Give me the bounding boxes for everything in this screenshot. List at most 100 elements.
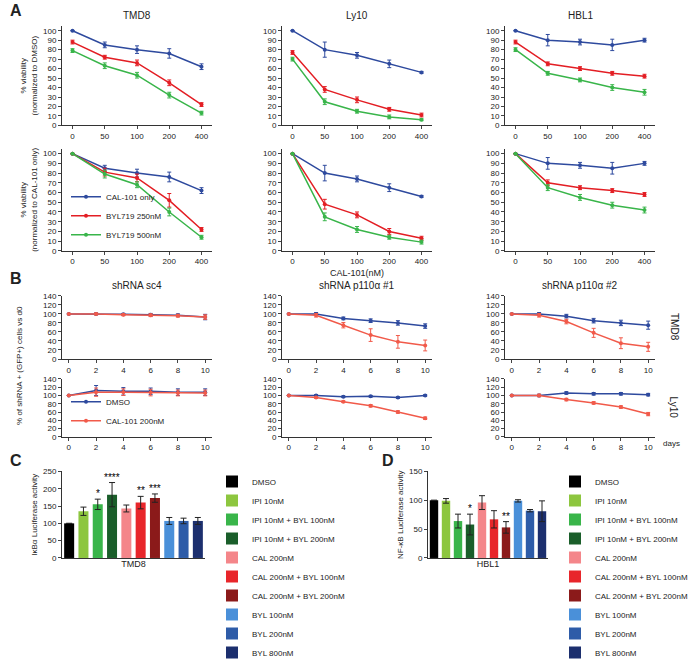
svg-text:60: 60 — [490, 328, 499, 337]
svg-text:0: 0 — [272, 247, 277, 256]
svg-text:50: 50 — [490, 198, 499, 207]
svg-text:0: 0 — [272, 121, 277, 130]
svg-text:10: 10 — [47, 112, 56, 121]
svg-text:70: 70 — [490, 55, 499, 64]
svg-text:120: 120 — [43, 301, 57, 310]
svg-text:IPI 10nM: IPI 10nM — [595, 497, 627, 506]
svg-text:200: 200 — [163, 132, 177, 141]
svg-text:20: 20 — [490, 227, 499, 236]
svg-text:100: 100 — [486, 149, 500, 158]
svg-text:8: 8 — [619, 366, 624, 375]
svg-text:CAL 200nM + BYL 100nM: CAL 200nM + BYL 100nM — [252, 573, 345, 582]
svg-text:80: 80 — [490, 45, 499, 54]
svg-text:80: 80 — [267, 319, 276, 328]
svg-text:80: 80 — [47, 45, 56, 54]
svg-text:20: 20 — [490, 346, 499, 355]
svg-text:10: 10 — [421, 366, 430, 375]
svg-text:200: 200 — [43, 485, 57, 494]
svg-text:100: 100 — [43, 149, 57, 158]
svg-text:BYL 200nM: BYL 200nM — [252, 630, 294, 639]
svg-text:days: days — [663, 439, 680, 448]
svg-text:0: 0 — [52, 247, 57, 256]
svg-text:140: 140 — [43, 292, 57, 301]
svg-text:80: 80 — [490, 169, 499, 178]
svg-text:A: A — [10, 2, 22, 19]
svg-text:200: 200 — [606, 257, 620, 266]
svg-text:120: 120 — [263, 383, 277, 392]
svg-text:400: 400 — [195, 257, 209, 266]
svg-text:400: 400 — [195, 132, 209, 141]
svg-text:120: 120 — [43, 383, 57, 392]
svg-text:40: 40 — [267, 83, 276, 92]
svg-text:70: 70 — [267, 55, 276, 64]
svg-text:100: 100 — [486, 26, 500, 35]
svg-text:40: 40 — [47, 416, 56, 425]
svg-text:D: D — [382, 452, 394, 469]
svg-text:80: 80 — [47, 169, 56, 178]
svg-text:60: 60 — [47, 64, 56, 73]
svg-text:4: 4 — [564, 443, 569, 452]
svg-text:6: 6 — [368, 366, 373, 375]
svg-text:BYL 100nM: BYL 100nM — [595, 611, 637, 620]
svg-text:90: 90 — [490, 36, 499, 45]
svg-text:40: 40 — [490, 416, 499, 425]
svg-text:60: 60 — [267, 188, 276, 197]
svg-text:50: 50 — [100, 132, 109, 141]
svg-text:B: B — [10, 270, 22, 287]
svg-text:60: 60 — [47, 328, 56, 337]
svg-text:0: 0 — [70, 132, 75, 141]
svg-text:100: 100 — [573, 132, 587, 141]
svg-text:CAL 200nM + BYL 200nM: CAL 200nM + BYL 200nM — [595, 592, 688, 601]
svg-text:10: 10 — [644, 366, 653, 375]
svg-text:0: 0 — [52, 121, 57, 130]
svg-text:4: 4 — [341, 366, 346, 375]
svg-text:IPI 10nM + BYL 100nM: IPI 10nM + BYL 100nM — [595, 516, 678, 525]
svg-text:Ly10: Ly10 — [668, 396, 679, 418]
svg-text:30: 30 — [267, 218, 276, 227]
svg-text:6: 6 — [591, 443, 596, 452]
svg-text:50: 50 — [100, 257, 109, 266]
svg-text:C: C — [10, 452, 22, 469]
svg-text:4: 4 — [121, 443, 126, 452]
svg-text:IPI 10nM: IPI 10nM — [252, 497, 284, 506]
svg-text:100: 100 — [263, 149, 277, 158]
svg-text:6: 6 — [148, 443, 153, 452]
svg-text:200: 200 — [606, 132, 620, 141]
svg-text:0: 0 — [495, 121, 500, 130]
svg-text:50: 50 — [47, 536, 56, 545]
svg-text:**: ** — [502, 511, 510, 522]
svg-text:90: 90 — [47, 159, 56, 168]
svg-text:0: 0 — [510, 366, 515, 375]
svg-text:40: 40 — [490, 208, 499, 217]
svg-text:shRNA sc4: shRNA sc4 — [112, 280, 162, 291]
svg-text:40: 40 — [267, 208, 276, 217]
svg-text:TMD8: TMD8 — [121, 559, 146, 569]
svg-text:0: 0 — [513, 132, 518, 141]
svg-text:140: 140 — [43, 375, 57, 384]
svg-text:0: 0 — [290, 257, 295, 266]
svg-text:IPI 10nM + BYL 100nM: IPI 10nM + BYL 100nM — [252, 516, 335, 525]
svg-text:80: 80 — [267, 45, 276, 54]
svg-text:DMSO: DMSO — [252, 478, 276, 487]
svg-text:8: 8 — [619, 443, 624, 452]
svg-text:CAL 200nM + BYL 200nM: CAL 200nM + BYL 200nM — [252, 592, 345, 601]
svg-text:60: 60 — [490, 188, 499, 197]
svg-text:10: 10 — [267, 237, 276, 246]
svg-text:50: 50 — [320, 257, 329, 266]
svg-text:*: * — [468, 503, 472, 514]
svg-text:***: *** — [149, 483, 161, 494]
svg-text:4: 4 — [341, 443, 346, 452]
svg-text:*: * — [96, 488, 100, 499]
svg-text:10: 10 — [421, 443, 430, 452]
svg-text:80: 80 — [47, 400, 56, 409]
svg-text:40: 40 — [490, 83, 499, 92]
svg-text:20: 20 — [490, 424, 499, 433]
svg-text:50: 50 — [490, 74, 499, 83]
svg-text:CAL-101 200nM: CAL-101 200nM — [106, 417, 165, 426]
svg-text:50: 50 — [543, 257, 552, 266]
svg-text:2: 2 — [94, 366, 99, 375]
svg-text:CAL 200nM: CAL 200nM — [252, 554, 294, 563]
svg-text:BYL 800nM: BYL 800nM — [595, 649, 637, 658]
svg-text:70: 70 — [490, 179, 499, 188]
svg-text:50: 50 — [320, 132, 329, 141]
